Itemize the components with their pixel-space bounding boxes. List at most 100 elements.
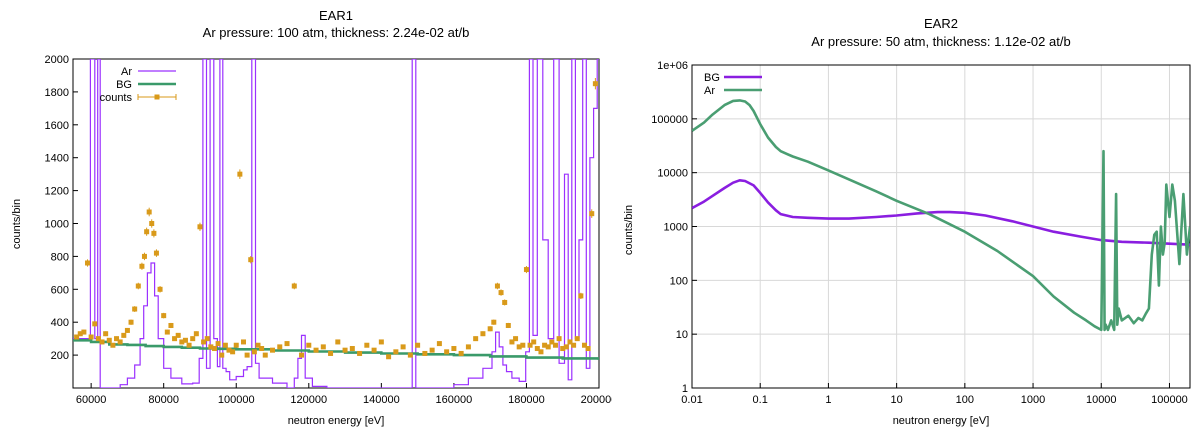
chart1-counts-point — [371, 347, 377, 353]
chart1-counts-point — [74, 334, 80, 340]
chart1-counts-point — [77, 331, 83, 337]
chart1-counts-point — [135, 283, 141, 289]
chart2-y-tick-label: 10 — [676, 329, 688, 341]
chart1-counts-point — [560, 346, 566, 352]
chart2-x-tick-label: 100000 — [1151, 394, 1188, 406]
chart1-counts-point — [407, 352, 413, 358]
chart2-legend-label: Ar — [704, 85, 715, 97]
chart2-series-group — [692, 99, 1190, 332]
chart1-counts-point — [114, 336, 120, 342]
chart1-counts-point — [151, 230, 157, 236]
chart1-counts-point — [240, 339, 246, 345]
chart1-counts-point — [328, 350, 334, 356]
chart1-counts-point — [88, 334, 94, 340]
chart1-counts-point — [182, 337, 188, 343]
chart1-series-group — [73, 59, 599, 388]
chart1-counts-point — [204, 336, 210, 342]
chart1-counts-point — [538, 349, 544, 355]
chart2-y-tick-label: 1000 — [664, 222, 688, 234]
chart1-counts-point — [146, 209, 152, 215]
chart1-counts-point — [110, 342, 116, 348]
chart1-counts-point — [284, 341, 290, 347]
chart1-counts-point — [175, 332, 181, 338]
chart1-counts-point — [99, 339, 105, 345]
chart1-counts-point — [458, 350, 464, 356]
chart1-counts-point — [378, 339, 384, 345]
chart1-counts-point — [244, 352, 250, 358]
chart1-title: EAR1 — [319, 8, 353, 23]
chart1-y-tick-label: 200 — [51, 350, 69, 362]
chart1-counts-point — [422, 350, 428, 356]
chart1-counts-point — [139, 263, 145, 269]
chart2-x-tick-label: 100 — [956, 394, 974, 406]
chart1-counts-point — [567, 339, 573, 345]
chart1-counts-point — [168, 322, 174, 328]
chart1-counts-point — [436, 341, 442, 347]
chart1-counts-point — [95, 336, 101, 342]
chart1-counts-point — [153, 250, 159, 256]
chart1-counts-point — [542, 342, 548, 348]
chart1-counts-point — [571, 342, 577, 348]
chart1-y-tick-label: 2000 — [45, 54, 69, 66]
chart1-legend-label: counts — [100, 92, 133, 104]
chart1-counts-point — [85, 260, 91, 266]
chart1-counts-point — [201, 339, 207, 345]
chart1-counts-point — [556, 336, 562, 342]
chart1-counts-point — [259, 346, 265, 352]
chart2-x-tick-label: 0.01 — [681, 394, 702, 406]
chart1-counts-point — [233, 342, 239, 348]
chart1-counts-point — [313, 347, 319, 353]
chart1-legend-label: Ar — [121, 66, 132, 78]
chart2-ylabel: counts/bin — [623, 205, 635, 255]
chart1-counts-point — [494, 283, 500, 289]
chart1-counts-point — [128, 319, 134, 325]
chart1-counts-point — [589, 211, 595, 217]
chart2-x-tick-label: 1 — [825, 394, 831, 406]
chart2-legend-label: BG — [704, 72, 720, 84]
chart2-series-bg — [692, 179, 1190, 246]
chart1-counts-point — [255, 342, 261, 348]
chart1-counts-point — [505, 322, 511, 328]
chart1-counts-point — [132, 306, 138, 312]
chart1-xlabel: neutron energy [eV] — [288, 415, 385, 427]
chart1-counts-point — [574, 336, 580, 342]
chart1-counts-point — [237, 171, 243, 177]
chart1-counts-point — [262, 352, 268, 358]
chart1-counts-point — [415, 342, 421, 348]
chart1-counts-point — [465, 344, 471, 350]
chart1-counts-point — [342, 347, 348, 353]
chart1-counts-point — [144, 229, 150, 235]
chart1-counts-point — [552, 342, 558, 348]
chart1-counts-point — [172, 336, 178, 342]
chart1-counts-point — [92, 321, 98, 327]
chart1-counts-point — [581, 342, 587, 348]
chart1-series-ar — [73, 59, 599, 388]
chart2-y-tick-label: 100000 — [651, 114, 688, 126]
chart1-legend-marker — [154, 94, 160, 100]
chart1-counts-point — [534, 346, 540, 352]
chart1-counts-point — [531, 339, 537, 345]
chart1-counts-point — [473, 336, 479, 342]
chart1-counts-point — [335, 339, 341, 345]
chart1-counts-point — [190, 336, 196, 342]
chart1-counts-point — [226, 347, 232, 353]
chart1-counts-point — [291, 283, 297, 289]
chart1-counts-point — [429, 347, 435, 353]
chart1-counts-point — [222, 342, 228, 348]
chart1-counts-point — [357, 350, 363, 356]
chart1-x-tick-label: 120000 — [290, 394, 327, 406]
chart1-counts-point — [197, 224, 203, 230]
chart2-xlabel: neutron energy [eV] — [893, 415, 990, 427]
chart1-counts-point — [248, 257, 254, 263]
chart1-counts-point — [117, 339, 123, 345]
chart2-title: EAR2 — [924, 16, 958, 31]
chart2-y-tick-label: 1 — [682, 383, 688, 395]
chart1-y-tick-label: 1200 — [45, 186, 69, 198]
chart1-counts-point — [141, 253, 147, 259]
chart1-counts-point — [124, 327, 130, 333]
chart1-counts-point — [520, 342, 526, 348]
chart1-counts-point — [563, 344, 569, 350]
chart2-plot-area: 0.01 0.1 1 10 100 1000 10000 100000 1 10 100 1000 10… — [651, 60, 1191, 406]
